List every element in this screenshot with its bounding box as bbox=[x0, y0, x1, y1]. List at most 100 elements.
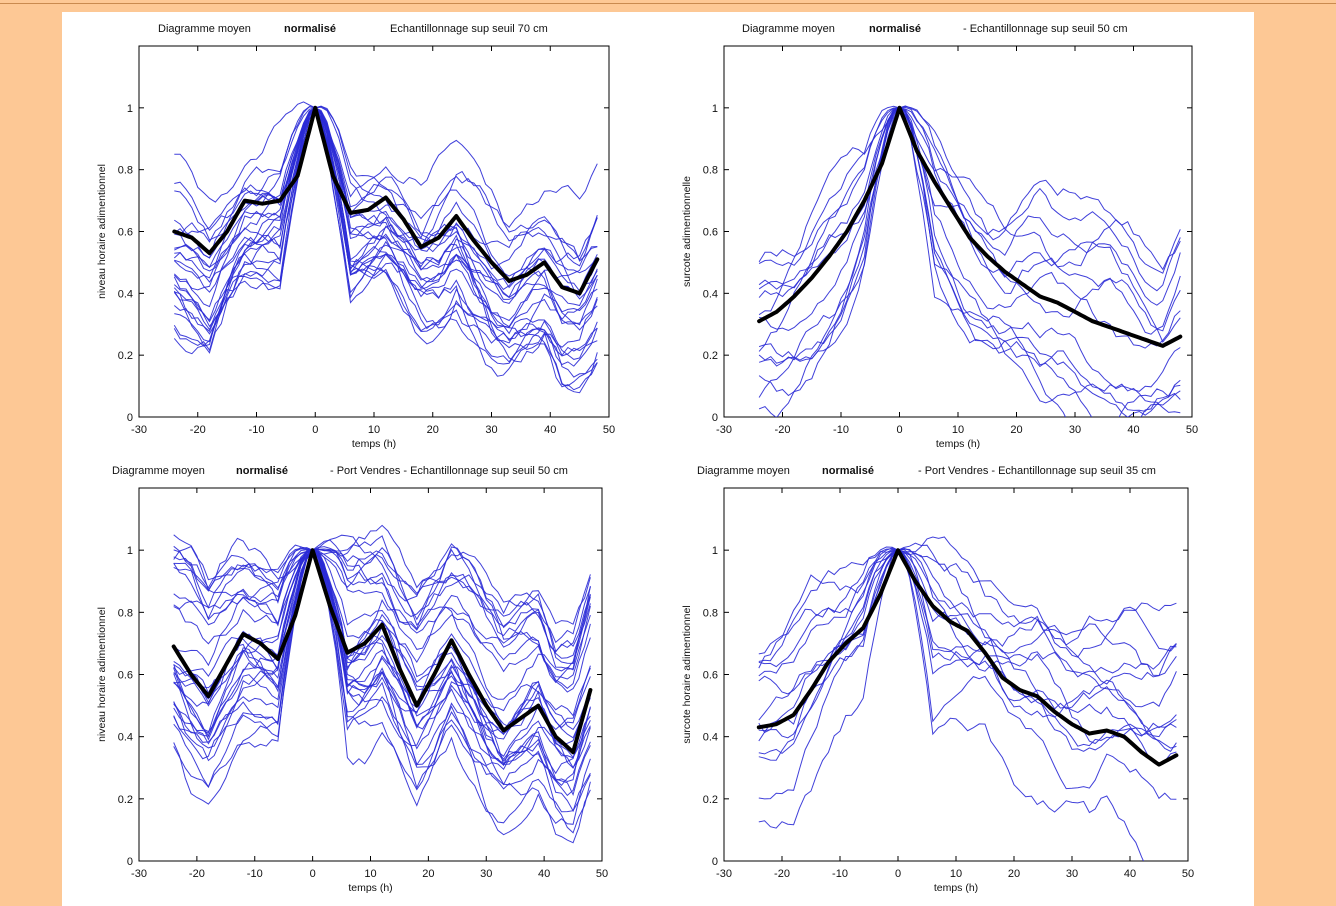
event-series-line bbox=[758, 106, 1181, 306]
y-tick-label: 1 bbox=[127, 103, 133, 115]
y-tick-label: 0.4 bbox=[703, 732, 718, 744]
event-series-group bbox=[758, 536, 1177, 861]
chart-title-part-3: - Echantillonnage sup seuil 50 cm bbox=[963, 23, 1127, 35]
y-tick-label: 0.2 bbox=[703, 350, 718, 362]
event-series-line bbox=[758, 549, 1177, 767]
event-series-line bbox=[758, 549, 1177, 662]
event-series-line bbox=[758, 536, 1177, 669]
event-series-line bbox=[173, 106, 598, 363]
y-axis-label: surcote horaire adimentionnel bbox=[681, 605, 693, 743]
event-series-line bbox=[173, 107, 598, 394]
event-series-line bbox=[758, 549, 1177, 678]
event-series-line bbox=[173, 549, 591, 764]
page-frame-line bbox=[0, 3, 1336, 4]
x-tick-label: 50 bbox=[603, 424, 615, 436]
x-tick-label: -10 bbox=[833, 424, 849, 436]
x-tick-label: 20 bbox=[1008, 868, 1020, 880]
mean-curve bbox=[757, 105, 1183, 348]
chart-title-part-1: Diagramme moyen bbox=[742, 23, 835, 35]
event-series-line bbox=[758, 106, 1181, 417]
event-series-line bbox=[758, 107, 1181, 332]
event-series-line bbox=[173, 107, 598, 363]
x-tick-label: -30 bbox=[716, 424, 732, 436]
y-tick-label: 0 bbox=[127, 856, 133, 868]
chart-title-part-3: Echantillonnage sup seuil 70 cm bbox=[390, 23, 548, 35]
mean-curve bbox=[756, 548, 1179, 767]
event-series-line bbox=[174, 107, 598, 300]
event-series-line bbox=[173, 548, 591, 653]
event-series-line bbox=[173, 549, 591, 759]
event-series-line bbox=[758, 549, 1177, 800]
chart-title-part-3: - Port Vendres - Echantillonnage sup seu… bbox=[330, 465, 568, 477]
event-series-line bbox=[173, 546, 591, 680]
event-series-line bbox=[173, 107, 598, 344]
event-series-line bbox=[173, 107, 598, 325]
mean-curve bbox=[172, 105, 600, 296]
y-tick-label: 1 bbox=[712, 545, 718, 557]
subplot-1: -30 -20 -10 0 10 20 30 40 50 0 0.2 0.4 0.6 0.8 1 temps … bbox=[96, 23, 615, 450]
x-tick-label: -20 bbox=[190, 424, 206, 436]
y-axis-label: surcote adimentionnelle bbox=[681, 176, 693, 287]
event-series-line bbox=[758, 107, 1181, 392]
x-tick-label: 40 bbox=[1124, 868, 1136, 880]
event-series-line bbox=[173, 549, 591, 813]
y-axis-label: niveau horaire adimentionnel bbox=[96, 164, 108, 299]
axes-frame bbox=[138, 487, 603, 862]
x-tick-label: -30 bbox=[131, 424, 147, 436]
event-series-line bbox=[173, 549, 591, 797]
event-series-line bbox=[173, 106, 598, 328]
event-series-group bbox=[173, 524, 591, 844]
y-tick-label: 0.4 bbox=[703, 288, 718, 300]
chart-title-part-3: - Port Vendres - Echantillonnage sup seu… bbox=[918, 465, 1156, 477]
chart-title-part-1: Diagramme moyen bbox=[112, 465, 205, 477]
y-tick-label: 0.6 bbox=[703, 670, 718, 682]
x-tick-label: -10 bbox=[247, 868, 263, 880]
event-series-line bbox=[173, 549, 591, 786]
chart-title-part-1: Diagramme moyen bbox=[158, 23, 251, 35]
event-series-line bbox=[173, 549, 591, 769]
chart-title-part-2: normalisé bbox=[236, 465, 288, 477]
event-series-line bbox=[173, 543, 591, 644]
event-series-line bbox=[174, 107, 598, 284]
x-tick-label: 10 bbox=[364, 868, 376, 880]
event-series-line bbox=[758, 107, 1181, 316]
event-series-line bbox=[173, 539, 591, 684]
event-series-line bbox=[758, 105, 1181, 274]
y-tick-label: 0 bbox=[712, 412, 718, 424]
axes-frame bbox=[723, 45, 1193, 418]
x-tick-label: 40 bbox=[538, 868, 550, 880]
event-series-line bbox=[758, 107, 1181, 417]
x-tick-label: 10 bbox=[952, 424, 964, 436]
y-axis-label: niveau horaire adimentionnel bbox=[96, 607, 108, 742]
y-tick-label: 0 bbox=[127, 412, 133, 424]
event-series-line bbox=[758, 549, 1177, 755]
event-series-line bbox=[173, 549, 591, 740]
event-series-line bbox=[758, 106, 1181, 414]
y-tick-label: 1 bbox=[127, 545, 133, 557]
event-series-line bbox=[173, 544, 591, 653]
x-axis-label: temps (h) bbox=[936, 438, 980, 450]
x-tick-label: 30 bbox=[485, 424, 497, 436]
event-series-line bbox=[173, 549, 591, 836]
chart-title-part-1: Diagramme moyen bbox=[697, 465, 790, 477]
x-tick-label: 20 bbox=[422, 868, 434, 880]
x-tick-label: 30 bbox=[480, 868, 492, 880]
y-tick-label: 0.8 bbox=[703, 165, 718, 177]
y-tick-label: 0.4 bbox=[118, 288, 133, 300]
y-tick-label: 0.4 bbox=[118, 732, 133, 744]
y-tick-label: 0.2 bbox=[118, 794, 133, 806]
event-series-line bbox=[173, 549, 591, 689]
y-tick-label: 0.8 bbox=[118, 165, 133, 177]
x-tick-label: -10 bbox=[832, 868, 848, 880]
y-tick-label: 0.6 bbox=[703, 227, 718, 239]
x-tick-label: 10 bbox=[368, 424, 380, 436]
event-series-line bbox=[173, 106, 598, 387]
mean-curve bbox=[171, 548, 593, 755]
x-tick-label: 0 bbox=[895, 868, 901, 880]
x-tick-label: 50 bbox=[596, 868, 608, 880]
event-series-line bbox=[174, 106, 598, 391]
x-tick-label: -20 bbox=[775, 424, 791, 436]
y-tick-label: 0.2 bbox=[118, 350, 133, 362]
event-series-line bbox=[174, 106, 598, 267]
